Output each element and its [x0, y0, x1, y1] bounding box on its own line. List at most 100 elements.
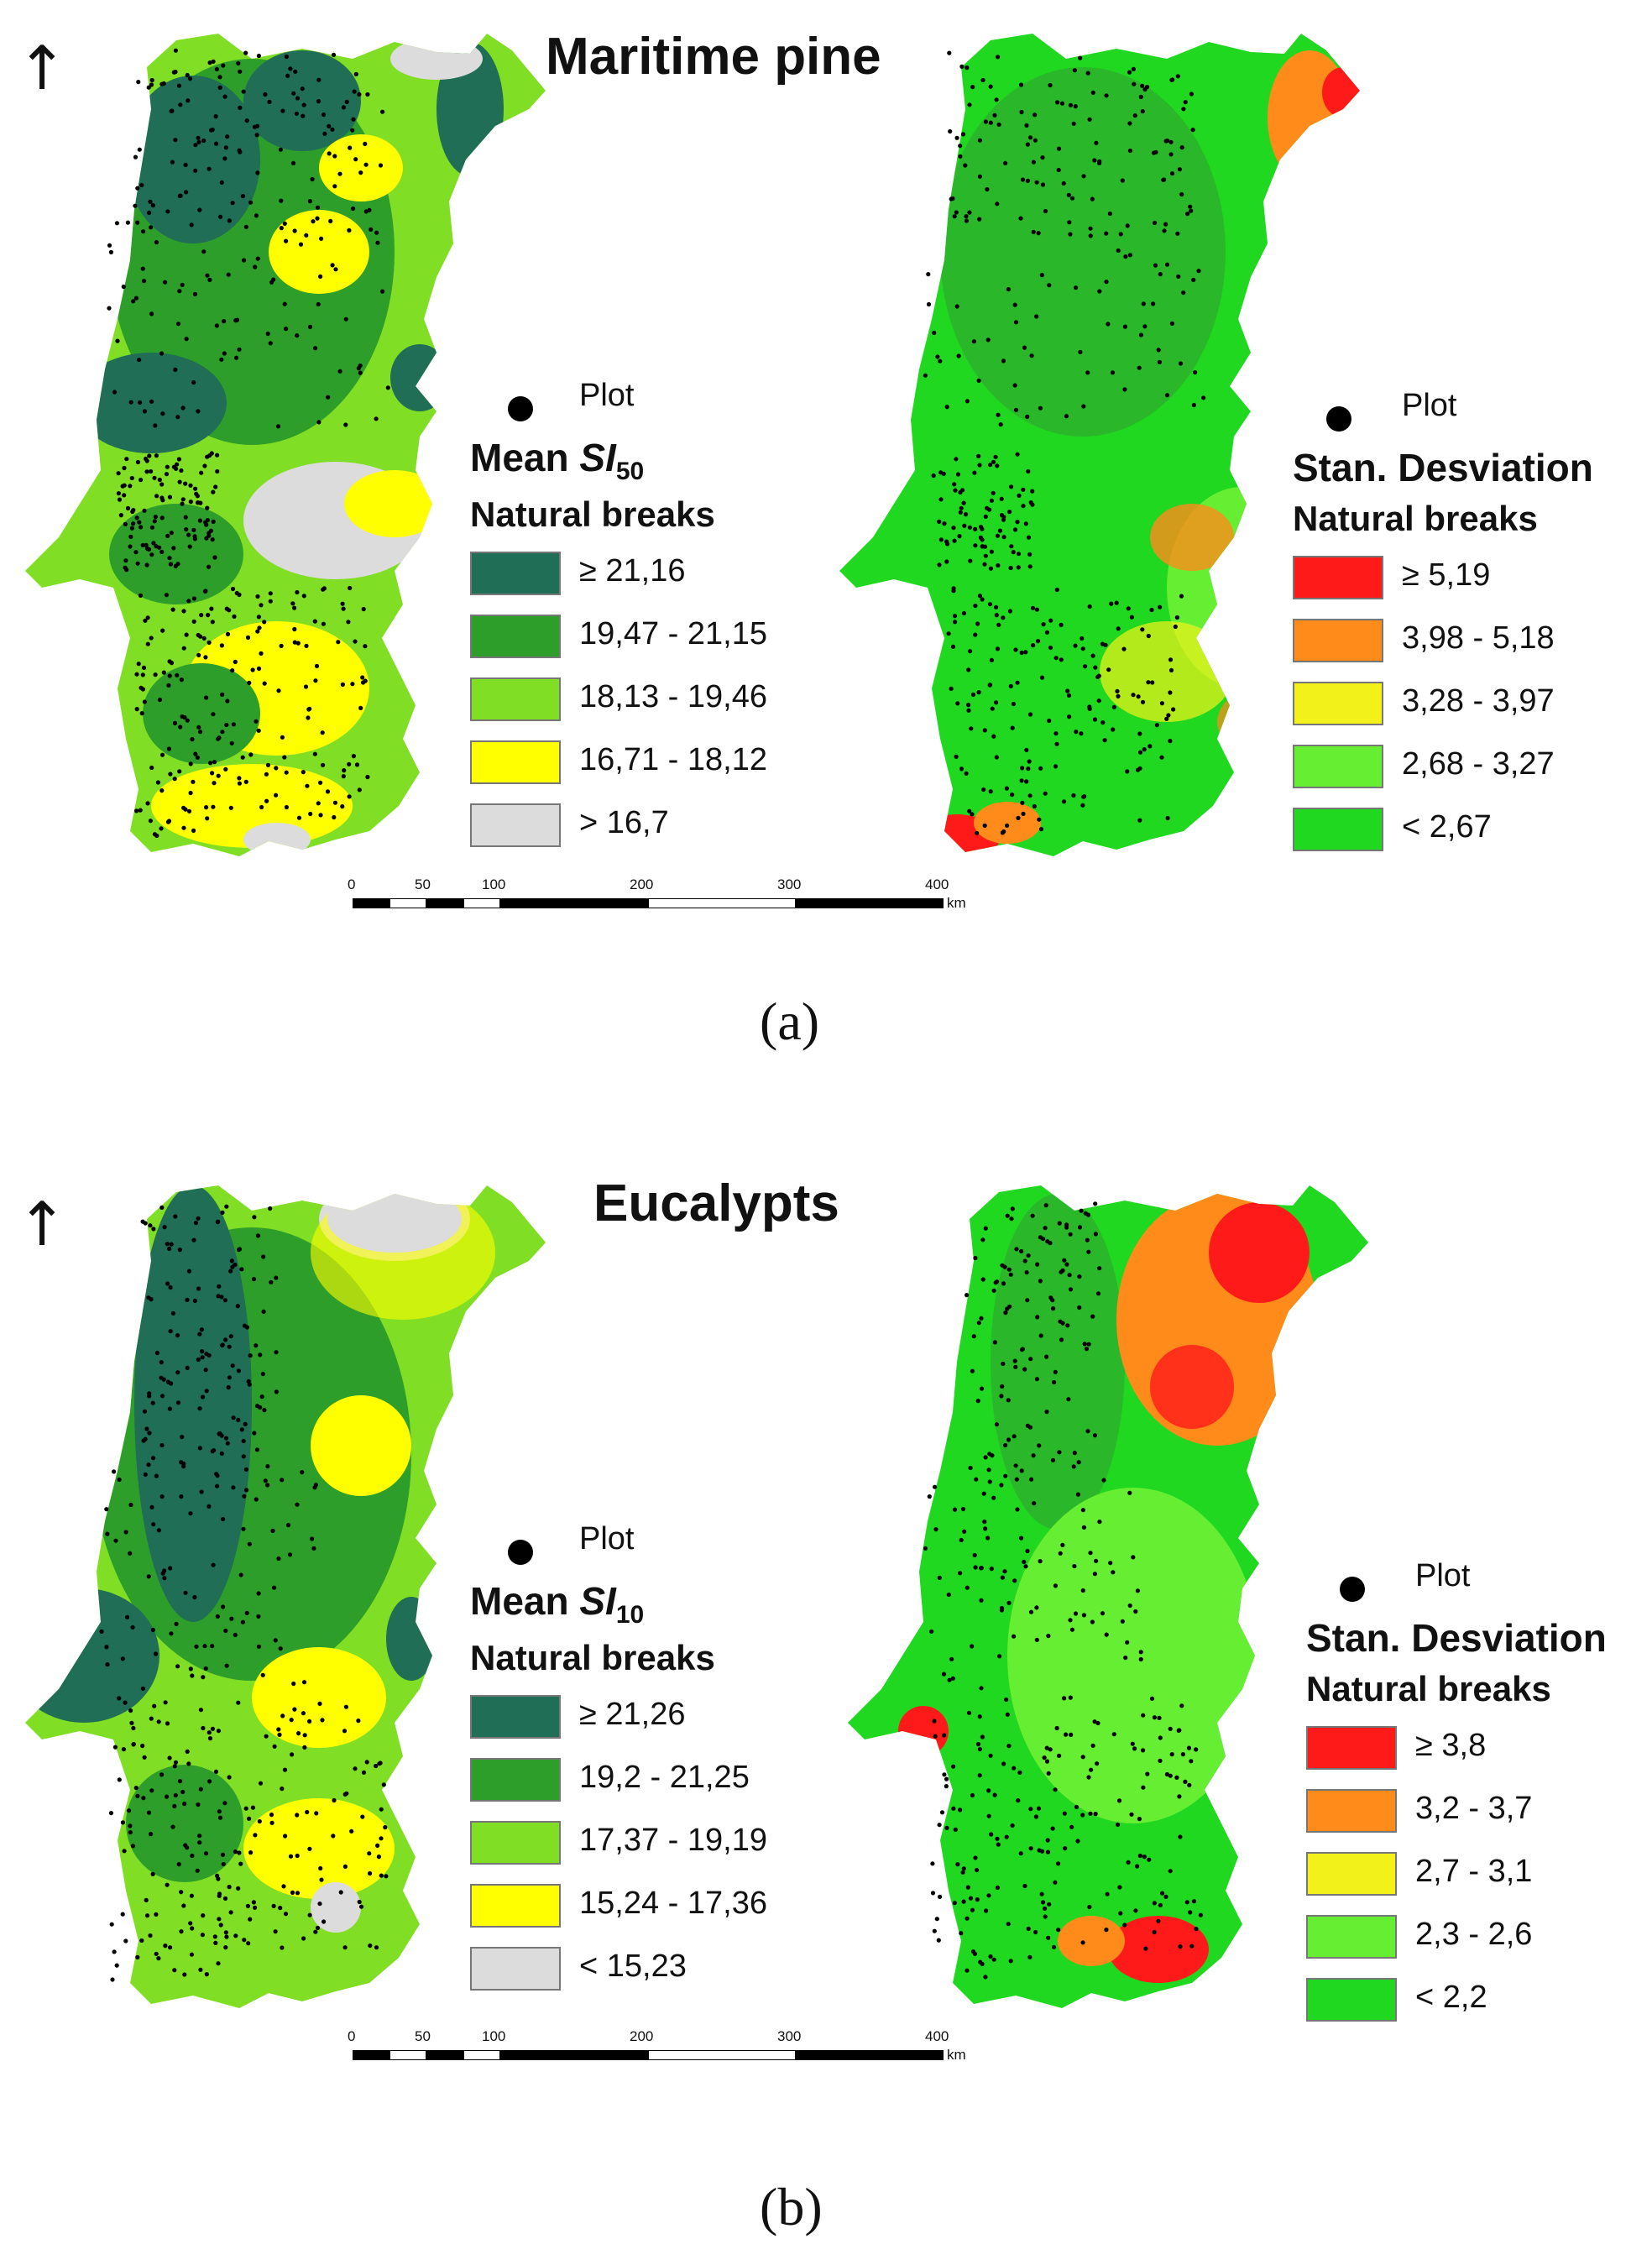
plot-point	[241, 1438, 246, 1444]
plot-point	[128, 1502, 133, 1508]
plot-point	[153, 672, 158, 677]
plot-point	[201, 249, 206, 254]
plot-point	[980, 544, 985, 549]
plot-point	[154, 1350, 159, 1356]
plot-point	[977, 463, 982, 468]
plot-point	[117, 497, 123, 502]
plot-point	[995, 463, 1000, 468]
plot-point	[1081, 1525, 1086, 1530]
plot-point	[1062, 1811, 1067, 1816]
plot-point	[162, 1568, 167, 1573]
plot-point	[937, 562, 942, 568]
plot-point	[1053, 1583, 1058, 1588]
plot-point	[301, 1936, 306, 1941]
plot-point	[212, 781, 217, 786]
plot-point	[1092, 1572, 1097, 1577]
plot-point	[1170, 77, 1175, 82]
plot-point	[178, 725, 183, 730]
plot-point	[1142, 86, 1148, 92]
plot-point	[1046, 1634, 1051, 1639]
plot-point	[1097, 289, 1102, 294]
plot-point	[319, 236, 324, 241]
plot-point	[983, 514, 988, 519]
plot-point	[290, 1752, 295, 1757]
plot-point	[144, 546, 149, 552]
plot-point	[154, 1912, 159, 1917]
plot-point	[205, 273, 210, 278]
plot-point	[140, 1686, 145, 1691]
plot-point	[977, 138, 982, 143]
plot-point	[1071, 121, 1076, 126]
plot-point	[332, 814, 337, 820]
plot-point	[1174, 615, 1179, 620]
plot-point	[1025, 1423, 1030, 1428]
plot-point	[247, 1816, 252, 1821]
plot-point	[196, 1802, 201, 1807]
plot-point	[1089, 1767, 1094, 1772]
plot-point	[1031, 229, 1036, 234]
plot-point	[155, 780, 160, 785]
plot-point	[938, 1894, 943, 1899]
plot-point	[183, 515, 188, 520]
plot-point	[1020, 1347, 1025, 1352]
plot-point	[225, 1441, 230, 1446]
plot-point	[1117, 1885, 1122, 1890]
plot-point	[265, 1483, 270, 1488]
panel-caption: (a)	[760, 991, 820, 1051]
legend-swatch	[470, 740, 561, 785]
plot-point	[254, 1447, 260, 1452]
plot-point	[191, 1237, 196, 1242]
plot-point	[222, 1896, 228, 1901]
plot-point	[1138, 94, 1143, 99]
plot-point	[1152, 1929, 1157, 1935]
plot-point	[1034, 1605, 1039, 1610]
plot-point	[1085, 71, 1090, 76]
plot-point	[201, 636, 206, 641]
plot-point	[258, 1781, 264, 1786]
plot-point	[357, 787, 362, 793]
plot-point	[282, 1767, 288, 1772]
plot-point	[265, 762, 271, 767]
plot-point	[332, 184, 337, 189]
plot-point	[280, 1787, 285, 1792]
plot-point	[149, 225, 154, 230]
plot-point	[318, 274, 323, 279]
plot-point	[206, 166, 212, 171]
plot-point	[316, 77, 322, 82]
plot-point	[1056, 1928, 1061, 1933]
plot-point	[1060, 1542, 1065, 1547]
plot-point	[257, 625, 262, 630]
plot-point	[965, 1885, 970, 1890]
plot-point	[1020, 766, 1025, 771]
plot-point	[955, 472, 960, 477]
plot-point	[1042, 1755, 1047, 1760]
plot-point	[982, 1520, 987, 1525]
plot-point	[1198, 1912, 1203, 1917]
plot-point	[1009, 544, 1014, 549]
panel-maritime-pine: ↑ Maritime pine Plot Mean SI50 Natural b…	[0, 0, 1652, 1108]
plot-point	[197, 730, 203, 735]
plot-point	[1036, 1806, 1042, 1811]
plot-point	[295, 1853, 300, 1859]
legend-swatch	[470, 1821, 561, 1865]
plot-point	[1008, 1272, 1013, 1277]
plot-point	[157, 477, 162, 483]
plot-point	[148, 199, 153, 204]
plot-point	[279, 198, 284, 203]
plot-point	[148, 1933, 153, 1938]
plot-point	[156, 1719, 161, 1724]
legend-swatch	[470, 552, 561, 596]
plot-point	[1052, 1379, 1057, 1385]
plot-point	[217, 735, 222, 740]
plot-point	[341, 606, 346, 611]
plot-point	[261, 1309, 266, 1314]
plot-point	[1137, 750, 1143, 755]
scale-segment	[389, 898, 426, 908]
plot-point	[240, 755, 245, 760]
plot-point	[201, 1675, 206, 1680]
scale-tick: 400	[925, 2028, 949, 2044]
plot-point	[980, 597, 985, 602]
plot-point	[284, 54, 289, 60]
plot-point	[163, 1943, 168, 1949]
plot-point	[1137, 731, 1142, 736]
